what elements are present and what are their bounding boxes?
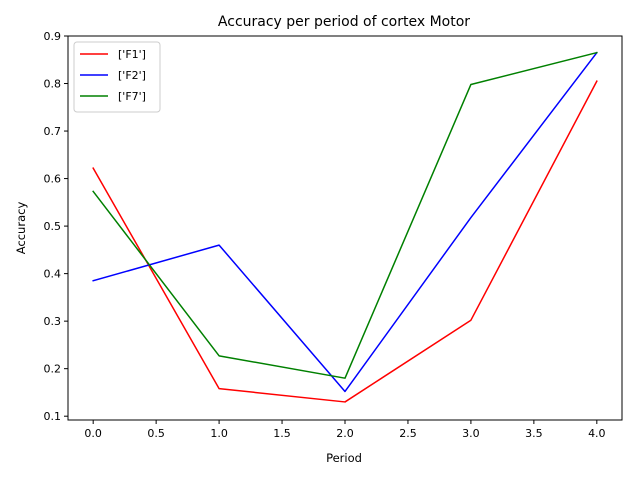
x-tick-label: 1.0 bbox=[210, 427, 228, 440]
y-tick-label: 0.4 bbox=[44, 268, 62, 281]
y-tick-label: 0.5 bbox=[44, 220, 62, 233]
y-tick-label: 0.2 bbox=[44, 363, 62, 376]
y-tick-label: 0.6 bbox=[44, 173, 62, 186]
x-tick-label: 4.0 bbox=[588, 427, 606, 440]
legend-label-3: ['F7'] bbox=[118, 90, 146, 103]
x-axis-label: Period bbox=[326, 451, 362, 465]
x-axis: 0.0 0.5 1.0 1.5 2.0 2.5 3.0 3.5 4.0 bbox=[84, 420, 606, 440]
x-tick-label: 3.0 bbox=[462, 427, 480, 440]
y-tick-label: 0.7 bbox=[44, 125, 62, 138]
x-tick-label: 2.0 bbox=[336, 427, 354, 440]
x-tick-label: 2.5 bbox=[399, 427, 417, 440]
y-axis-label: Accuracy bbox=[14, 202, 28, 255]
series-line-1 bbox=[92, 80, 598, 403]
y-tick-label: 0.8 bbox=[44, 78, 62, 91]
x-tick-label: 0.5 bbox=[147, 427, 165, 440]
series-line-2 bbox=[92, 51, 598, 393]
series-line-3 bbox=[92, 51, 598, 379]
x-tick-label: 1.5 bbox=[273, 427, 291, 440]
legend-label-1: ['F1'] bbox=[118, 48, 146, 61]
y-tick-label: 0.3 bbox=[44, 315, 62, 328]
y-axis: 0.1 0.2 0.3 0.4 0.5 0.6 0.7 0.8 0.9 bbox=[44, 30, 68, 423]
y-tick-label: 0.9 bbox=[44, 30, 62, 43]
legend-box bbox=[73, 41, 161, 113]
x-tick-label: 3.5 bbox=[525, 427, 543, 440]
chart-title: Accuracy per period of cortex Motor bbox=[218, 14, 470, 30]
y-tick-label: 0.1 bbox=[44, 410, 62, 423]
legend: ['F1'] ['F2'] ['F7'] bbox=[73, 41, 161, 113]
legend-label-2: ['F2'] bbox=[118, 69, 146, 82]
x-tick-label: 0.0 bbox=[84, 427, 102, 440]
